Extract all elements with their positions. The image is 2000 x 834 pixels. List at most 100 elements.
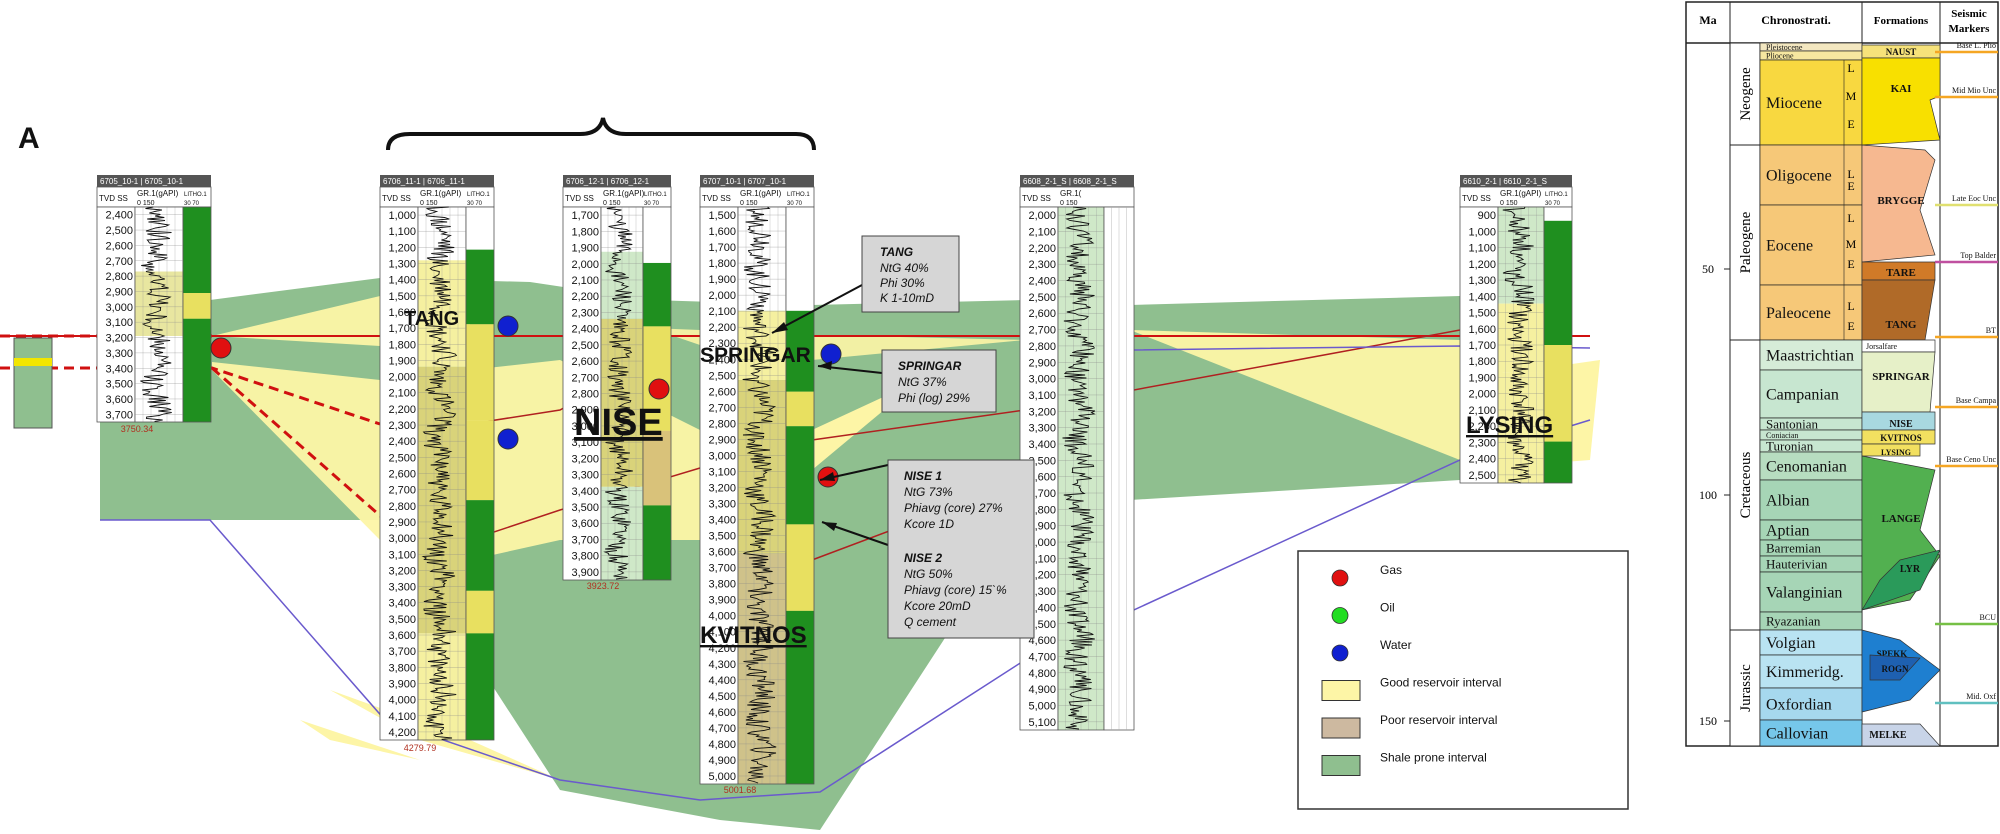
legend-swatch: [1321, 680, 1361, 701]
well-header-lith-scale: 30 70: [184, 201, 200, 207]
well-lith-band: [466, 590, 494, 634]
well-depth-label: 2,900: [105, 286, 133, 298]
well-depth-label: 4,100: [1028, 553, 1056, 565]
strat-stage-cell: [1759, 654, 1863, 689]
strat-header-formations: Formations: [1874, 15, 1929, 27]
strat-stage-label: Miocene: [1766, 95, 1822, 112]
strat-system-label: Neogene: [1738, 67, 1754, 121]
strat-formation-label: Jorsalfare: [1866, 342, 1898, 351]
well-depth-label: 4,400: [1028, 602, 1056, 614]
well-depth-label: 5,000: [708, 771, 736, 783]
well-depth-label: 5,100: [1028, 717, 1056, 729]
strat-stage-label: Pliocene: [1766, 51, 1794, 60]
well-depth-label: 2,500: [388, 452, 416, 464]
strat-stage-label: Paleocene: [1766, 305, 1831, 322]
well-depth-label: 3,200: [1028, 406, 1056, 418]
strat-subdivision-label: L: [1847, 61, 1854, 75]
strat-formation-shape: [1861, 723, 1941, 747]
strat-system-label: Cretaceous: [1738, 452, 1754, 519]
well-header-gr-scale: 0 150: [740, 200, 758, 207]
callout-tang-line-3: K 1-10mD: [880, 291, 934, 305]
well-w3: 6706_12-1 | 6706_12-1 TVD SS GR.1(gAPI) 0 1…: [562, 175, 672, 591]
strat-stage-cell: [1759, 479, 1863, 521]
strat-age-label: 150: [1699, 714, 1717, 728]
well-depth-label: 2,500: [105, 225, 133, 237]
strat-subdivision-label: L: [1847, 167, 1854, 181]
strat-stage-label: Maastrichtian: [1766, 348, 1854, 365]
strat-formation-label: LYR: [1900, 564, 1921, 575]
well-title: 6706_11-1 | 6706_11-1: [383, 177, 465, 186]
well-depth-label: 1,900: [1468, 372, 1496, 384]
strat-subdivision-label: M: [1846, 237, 1857, 251]
well-depth-track: [699, 206, 739, 785]
legend-label: Oil: [1380, 601, 1395, 615]
callout-nise1-line-1: NtG 73%: [904, 485, 953, 499]
well-depth-label: 3,500: [708, 531, 736, 543]
strat-stage-cell: [1759, 687, 1863, 721]
well-title: 6707_10-1 | 6707_10-1: [703, 177, 787, 186]
well-depth-label: 3,400: [105, 363, 133, 375]
dashed-red-line-diagonal: [211, 366, 386, 522]
well-header-gr-scale: 0 150: [420, 200, 438, 207]
legend-item-water: Water: [1331, 638, 1412, 662]
strat-stage-cell: [1759, 204, 1863, 286]
well-depth-label: 2,500: [571, 340, 599, 352]
legend-label: Shale prone interval: [1380, 751, 1487, 765]
strat-formation-label: KVITNOS: [1880, 433, 1922, 443]
well-depth-label: 4,600: [1028, 635, 1056, 647]
well-depth-label: 1,500: [388, 291, 416, 303]
legend-symbol: [1331, 644, 1349, 662]
strat-header-seismic-1: Seismic: [1951, 8, 1987, 20]
well-depth-label: 3,100: [388, 549, 416, 561]
strat-formation-label: LYSING: [1881, 448, 1911, 457]
well-lith-band: [1544, 441, 1572, 483]
strat-header-seismic-2: Markers: [1949, 23, 1991, 35]
well-depth-label: 3,500: [1028, 455, 1056, 467]
well-lith-band: [643, 505, 671, 580]
reference-log-left: [13, 337, 53, 429]
well-depth-label: 4,700: [1028, 651, 1056, 663]
well-depth-label: 3,000: [105, 302, 133, 314]
well-depth-label: 1,800: [708, 258, 736, 270]
strat-subdivision-label: L: [1847, 299, 1854, 313]
well-header-tvd: TVD SS: [702, 194, 731, 203]
gas-marker-1: [210, 337, 232, 359]
strat-subdivision-label: L: [1847, 211, 1854, 225]
callout-nise2-line-2: Phiavg (core) 15`%: [904, 583, 1007, 597]
well-depth-label: 3,300: [1028, 423, 1056, 435]
well-depth-track: [96, 206, 136, 423]
well-depth-label: 5,000: [1028, 700, 1056, 712]
strat-subdivision-label: E: [1847, 257, 1854, 271]
well-lith-band: [466, 207, 494, 250]
callout-nise2-line-1: NtG 50%: [904, 567, 953, 581]
well-gr-curve: [742, 206, 777, 784]
well-depth-label: 1,800: [1468, 356, 1496, 368]
strat-stage-label: Santonian: [1766, 417, 1818, 432]
well-depth-label: 1,000: [1468, 226, 1496, 238]
well-gr-curve: [603, 206, 633, 580]
well-depth-label: 2,500: [708, 370, 736, 382]
well-depth-label: 4,300: [708, 659, 736, 671]
well-depth-label: 2,800: [571, 389, 599, 401]
strat-formation-shape: [1869, 654, 1921, 681]
well-depth-label: 3,100: [708, 466, 736, 478]
well-depth-label: 1,500: [708, 210, 736, 222]
well-depth-label: 3,900: [571, 567, 599, 579]
well-depth-label: 3,800: [1028, 504, 1056, 516]
well-depth-label: 3,300: [388, 582, 416, 594]
strat-formation-label: BRYGGE: [1877, 195, 1924, 207]
strat-formation-label: TARE: [1886, 267, 1916, 279]
well-depth-label: 3,400: [708, 515, 736, 527]
well-depth-label: 2,600: [105, 240, 133, 252]
well-depth-label: 4,900: [708, 755, 736, 767]
well-depth-label: 1,300: [388, 259, 416, 271]
strat-formation-label: ROGN: [1882, 664, 1910, 674]
well-depth-label: 3,100: [1028, 390, 1056, 402]
well-depth-label: 1,100: [388, 226, 416, 238]
well-lith-band: [183, 207, 211, 293]
strat-stage-cell: [1759, 369, 1863, 419]
well-lith-band: [466, 500, 494, 591]
well-header-lith: LITHO.1: [184, 192, 207, 198]
strat-seismic-marker-label: Mid Mio Unc: [1952, 86, 1996, 95]
